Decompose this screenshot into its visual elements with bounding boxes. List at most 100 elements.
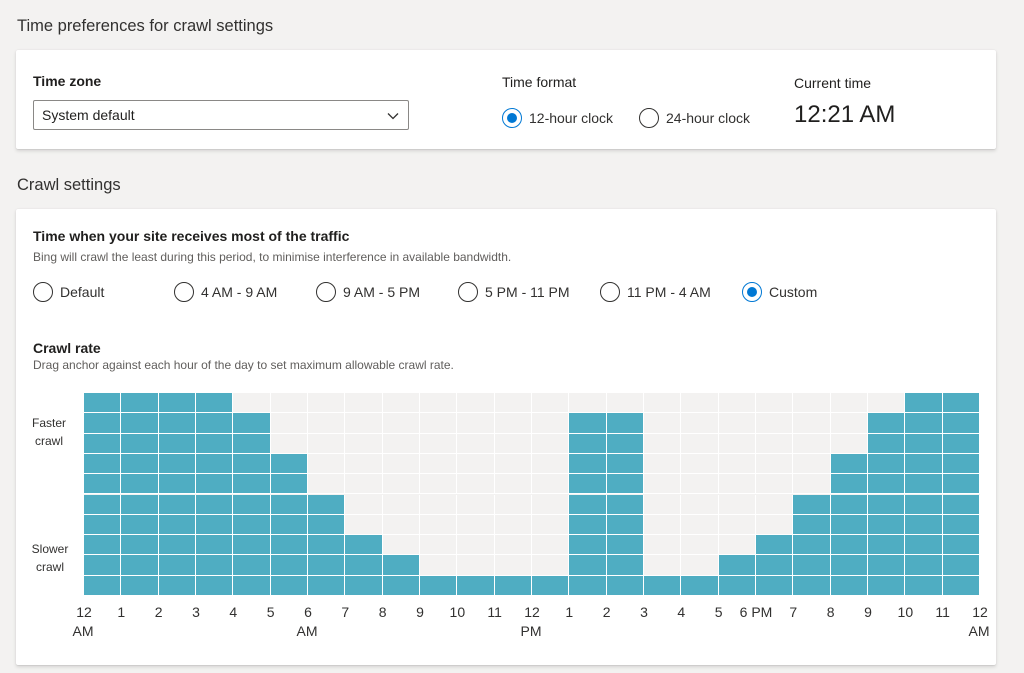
crawl-rate-cell[interactable]: [756, 433, 794, 454]
crawl-rate-cell[interactable]: [606, 433, 644, 454]
crawl-rate-cell[interactable]: [121, 514, 159, 536]
crawl-rate-cell[interactable]: [569, 494, 607, 515]
traffic-option-radio[interactable]: [742, 282, 762, 302]
crawl-rate-cell[interactable]: [868, 393, 906, 414]
crawl-rate-cell[interactable]: [196, 494, 234, 515]
crawl-rate-cell[interactable]: [494, 453, 532, 475]
crawl-rate-cell[interactable]: [793, 514, 831, 536]
crawl-rate-cell[interactable]: [644, 555, 682, 576]
crawl-rate-cell[interactable]: [457, 474, 495, 495]
crawl-rate-cell[interactable]: [756, 555, 794, 576]
crawl-rate-cell[interactable]: [158, 575, 196, 596]
crawl-rate-cell[interactable]: [457, 413, 495, 434]
crawl-rate-cell[interactable]: [196, 555, 234, 576]
crawl-rate-cell[interactable]: [233, 433, 271, 454]
crawl-rate-cell[interactable]: [793, 413, 831, 434]
crawl-rate-cell[interactable]: [345, 494, 383, 515]
crawl-rate-cell[interactable]: [532, 575, 570, 596]
crawl-rate-cell[interactable]: [905, 474, 943, 495]
crawl-rate-cell[interactable]: [756, 514, 794, 536]
crawl-rate-cell[interactable]: [681, 494, 719, 515]
crawl-rate-cell[interactable]: [644, 575, 682, 596]
crawl-rate-cell[interactable]: [121, 575, 159, 596]
traffic-option[interactable]: 4 AM - 9 AM: [174, 282, 277, 302]
traffic-option[interactable]: 11 PM - 4 AM: [600, 282, 711, 302]
crawl-rate-cell[interactable]: [233, 474, 271, 495]
crawl-rate-cell[interactable]: [830, 575, 868, 596]
format-option-24-hour[interactable]: 24-hour clock: [639, 108, 750, 128]
crawl-rate-cell[interactable]: [942, 393, 980, 414]
crawl-rate-cell[interactable]: [420, 393, 458, 414]
crawl-rate-cell[interactable]: [158, 393, 196, 414]
crawl-rate-cell[interactable]: [532, 433, 570, 454]
crawl-rate-cell[interactable]: [830, 494, 868, 515]
crawl-rate-cell[interactable]: [494, 433, 532, 454]
crawl-rate-cell[interactable]: [382, 453, 420, 475]
crawl-rate-cell[interactable]: [158, 494, 196, 515]
crawl-rate-cell[interactable]: [270, 555, 308, 576]
crawl-rate-cell[interactable]: [532, 555, 570, 576]
crawl-rate-cell[interactable]: [457, 453, 495, 475]
crawl-rate-cell[interactable]: [569, 453, 607, 475]
crawl-rate-cell[interactable]: [830, 514, 868, 536]
crawl-rate-cell[interactable]: [382, 433, 420, 454]
crawl-rate-cell[interactable]: [644, 393, 682, 414]
crawl-rate-cell[interactable]: [158, 413, 196, 434]
crawl-rate-cell[interactable]: [121, 453, 159, 475]
crawl-rate-cell[interactable]: [793, 453, 831, 475]
crawl-rate-cell[interactable]: [905, 453, 943, 475]
crawl-rate-cell[interactable]: [121, 535, 159, 556]
crawl-rate-cell[interactable]: [905, 433, 943, 454]
crawl-rate-cell[interactable]: [158, 453, 196, 475]
crawl-rate-cell[interactable]: [718, 413, 756, 434]
crawl-rate-cell[interactable]: [793, 393, 831, 414]
crawl-rate-cell[interactable]: [569, 514, 607, 536]
crawl-rate-cell[interactable]: [830, 555, 868, 576]
crawl-rate-cell[interactable]: [233, 514, 271, 536]
crawl-rate-cell[interactable]: [345, 393, 383, 414]
crawl-rate-cell[interactable]: [793, 555, 831, 576]
traffic-option-radio[interactable]: [458, 282, 478, 302]
crawl-rate-cell[interactable]: [233, 494, 271, 515]
traffic-option-radio[interactable]: [33, 282, 53, 302]
crawl-rate-cell[interactable]: [196, 453, 234, 475]
crawl-rate-cell[interactable]: [681, 453, 719, 475]
crawl-rate-cell[interactable]: [793, 433, 831, 454]
crawl-rate-cell[interactable]: [270, 474, 308, 495]
crawl-rate-cell[interactable]: [84, 393, 122, 414]
crawl-rate-cell[interactable]: [830, 474, 868, 495]
crawl-rate-cell[interactable]: [270, 575, 308, 596]
crawl-rate-cell[interactable]: [681, 575, 719, 596]
crawl-rate-cell[interactable]: [420, 535, 458, 556]
crawl-rate-cell[interactable]: [158, 555, 196, 576]
crawl-rate-cell[interactable]: [718, 575, 756, 596]
crawl-rate-cell[interactable]: [84, 453, 122, 475]
traffic-option-radio[interactable]: [174, 282, 194, 302]
crawl-rate-cell[interactable]: [942, 514, 980, 536]
crawl-rate-grid[interactable]: [84, 393, 980, 596]
crawl-rate-cell[interactable]: [905, 393, 943, 414]
crawl-rate-cell[interactable]: [345, 555, 383, 576]
crawl-rate-cell[interactable]: [457, 555, 495, 576]
crawl-rate-cell[interactable]: [606, 555, 644, 576]
crawl-rate-cell[interactable]: [569, 575, 607, 596]
crawl-rate-cell[interactable]: [830, 433, 868, 454]
crawl-rate-cell[interactable]: [942, 453, 980, 475]
crawl-rate-cell[interactable]: [756, 494, 794, 515]
crawl-rate-cell[interactable]: [196, 535, 234, 556]
crawl-rate-cell[interactable]: [270, 514, 308, 536]
crawl-rate-cell[interactable]: [382, 575, 420, 596]
crawl-rate-cell[interactable]: [121, 474, 159, 495]
crawl-rate-cell[interactable]: [606, 514, 644, 536]
crawl-rate-cell[interactable]: [84, 494, 122, 515]
crawl-rate-cell[interactable]: [121, 555, 159, 576]
crawl-rate-cell[interactable]: [718, 433, 756, 454]
crawl-rate-cell[interactable]: [569, 393, 607, 414]
crawl-rate-cell[interactable]: [532, 474, 570, 495]
crawl-rate-cell[interactable]: [793, 535, 831, 556]
crawl-rate-cell[interactable]: [793, 494, 831, 515]
crawl-rate-cell[interactable]: [756, 413, 794, 434]
crawl-rate-cell[interactable]: [868, 474, 906, 495]
crawl-rate-cell[interactable]: [494, 393, 532, 414]
crawl-rate-cell[interactable]: [756, 393, 794, 414]
